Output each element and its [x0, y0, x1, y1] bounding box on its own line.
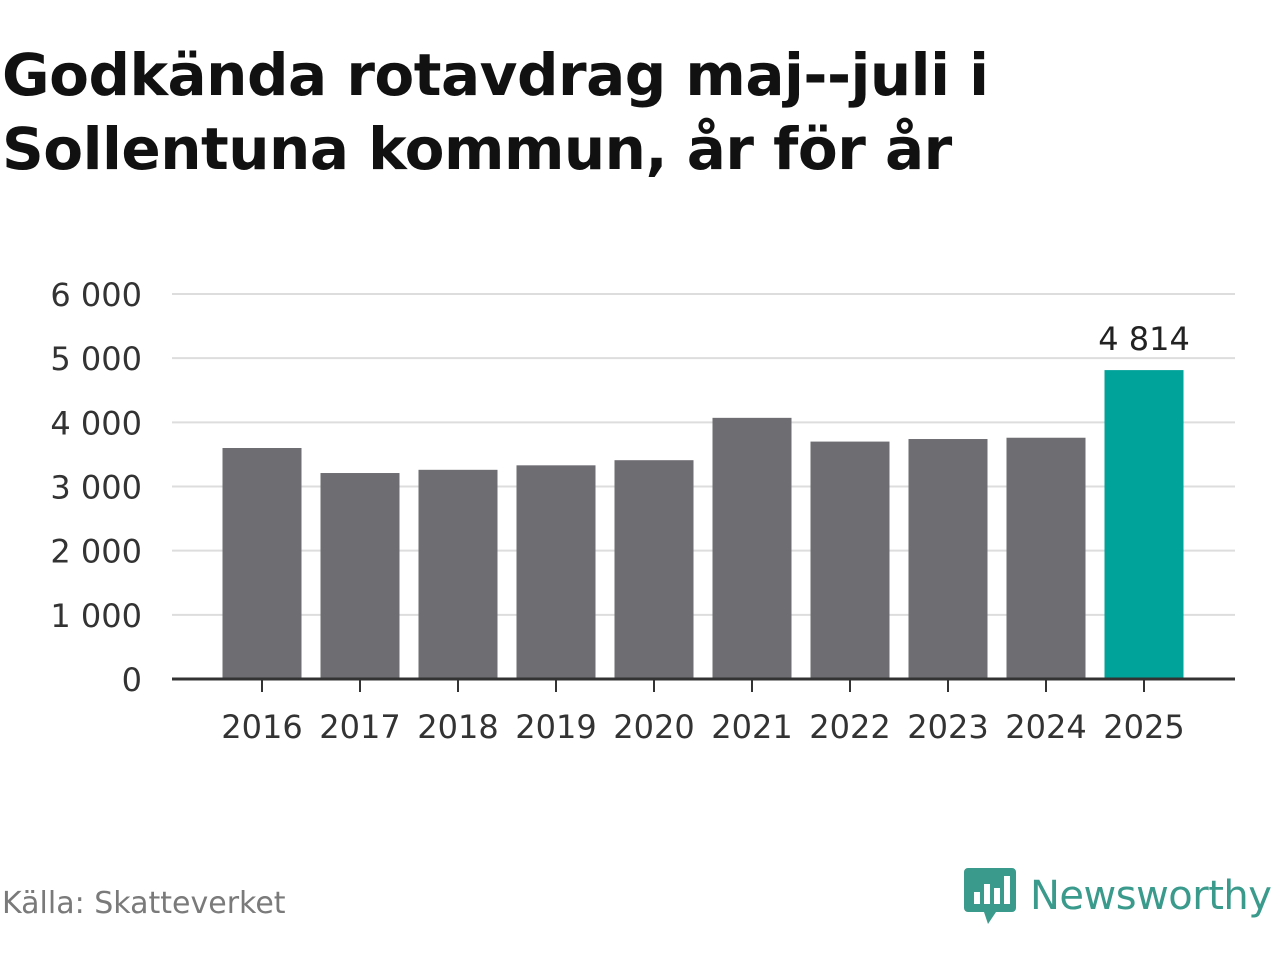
bar — [1006, 437, 1086, 679]
x-tick-label: 2021 — [711, 708, 792, 746]
brand-logo: Newsworthy — [964, 864, 1272, 928]
bar — [908, 439, 988, 679]
x-tick-label: 2025 — [1103, 708, 1184, 746]
chart-title: Godkända rotavdrag maj--juli i Sollentun… — [2, 41, 989, 183]
x-tick-label: 2024 — [1005, 708, 1086, 746]
y-tick-label: 3 000 — [50, 469, 142, 507]
bar — [614, 460, 694, 679]
x-tick-label: 2017 — [319, 708, 400, 746]
bar — [516, 465, 596, 679]
brand-name: Newsworthy — [1030, 873, 1272, 919]
x-tick-label: 2018 — [417, 708, 498, 746]
bar — [418, 469, 498, 679]
newsworthy-logo-icon — [964, 868, 1016, 924]
x-tick-label: 2023 — [907, 708, 988, 746]
y-tick-label: 2 000 — [50, 533, 142, 571]
y-tick-label: 4 000 — [50, 404, 142, 442]
x-tick-label: 2019 — [515, 708, 596, 746]
bar — [222, 448, 302, 679]
x-tick-label: 2022 — [809, 708, 890, 746]
y-tick-label: 6 000 — [50, 276, 142, 314]
bar — [1104, 370, 1184, 679]
source-note: Källa: Skatteverket — [2, 886, 286, 921]
bar — [712, 417, 792, 679]
bar-chart: 0 1 000 2 000 3 000 4 000 5 000 6 000 2016 2017 2… — [50, 276, 1235, 746]
x-tick-label: 2020 — [613, 708, 694, 746]
data-label: 4 814 — [1098, 320, 1190, 358]
bar — [320, 473, 400, 679]
x-tick-label: 2016 — [221, 708, 302, 746]
y-tick-label: 5 000 — [50, 340, 142, 378]
bar — [810, 441, 890, 679]
y-tick-label: 1 000 — [50, 597, 142, 635]
y-tick-label: 0 — [122, 661, 142, 699]
